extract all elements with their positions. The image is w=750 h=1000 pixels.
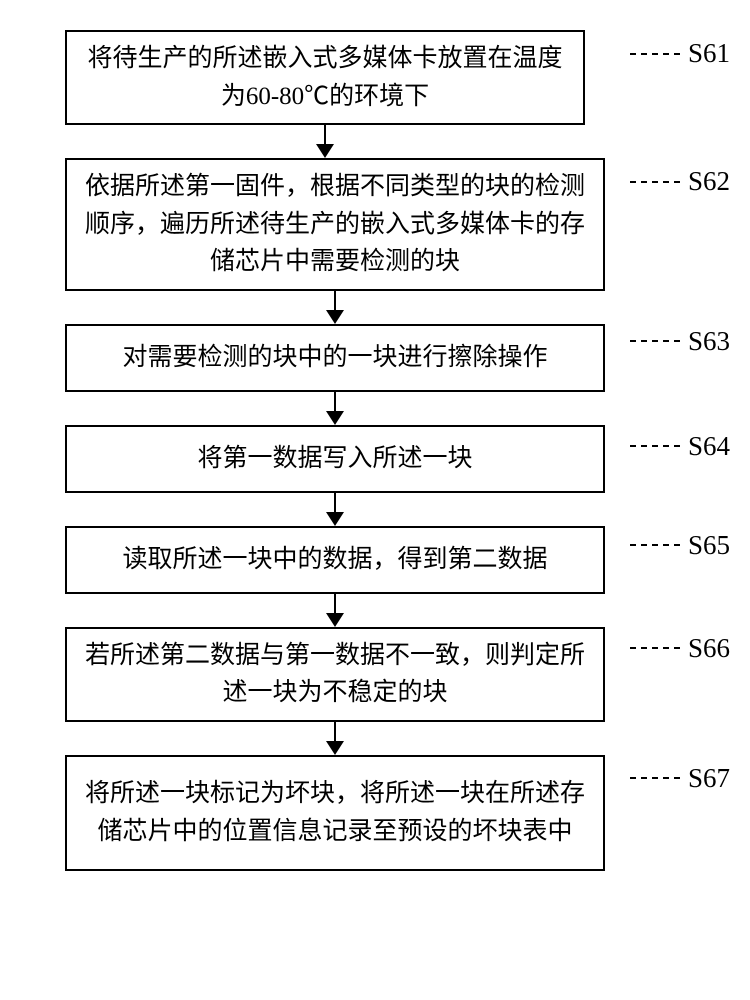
step-label-wrap-5: S65	[630, 530, 730, 561]
arrow-head-icon	[316, 144, 334, 158]
step-text-3: 对需要检测的块中的一块进行擦除操作	[122, 339, 547, 377]
arrow-6	[65, 722, 605, 755]
step-text-5: 读取所述一块中的数据，得到第二数据	[122, 541, 547, 579]
step-label-4: S64	[688, 431, 730, 462]
step-box-5: 读取所述一块中的数据，得到第二数据	[65, 526, 605, 594]
step-label-wrap-4: S64	[630, 431, 730, 462]
arrow-line-5	[334, 594, 336, 614]
step-label-1: S61	[688, 38, 730, 69]
connector-dash-1	[630, 53, 680, 55]
step-box-4: 将第一数据写入所述一块	[65, 425, 605, 493]
arrow-4	[65, 493, 605, 526]
arrow-line-1	[324, 125, 326, 145]
arrow-head-icon	[326, 512, 344, 526]
arrow-1	[65, 125, 585, 158]
step-label-wrap-2: S62	[630, 166, 730, 197]
arrow-head-icon	[326, 310, 344, 324]
connector-dash-5	[630, 544, 680, 546]
step-text-4: 将第一数据写入所述一块	[197, 440, 472, 478]
arrow-line-3	[334, 392, 336, 412]
connector-dash-2	[630, 181, 680, 183]
step-row-4: 将第一数据写入所述一块 S64	[20, 425, 730, 493]
arrow-line-6	[334, 722, 336, 742]
connector-dash-3	[630, 340, 680, 342]
flowchart-container: 将待生产的所述嵌入式多媒体卡放置在温度为60-80℃的环境下 S61 依据所述第一固…	[20, 30, 730, 871]
step-label-7: S67	[688, 763, 730, 794]
arrow-line-2	[334, 291, 336, 311]
arrow-line-4	[334, 493, 336, 513]
step-label-2: S62	[688, 166, 730, 197]
step-box-3: 对需要检测的块中的一块进行擦除操作	[65, 324, 605, 392]
step-label-5: S65	[688, 530, 730, 561]
step-box-1: 将待生产的所述嵌入式多媒体卡放置在温度为60-80℃的环境下	[65, 30, 585, 125]
step-box-2: 依据所述第一固件，根据不同类型的块的检测顺序，遍历所述待生产的嵌入式多媒体卡的存…	[65, 158, 605, 291]
step-text-2: 依据所述第一固件，根据不同类型的块的检测顺序，遍历所述待生产的嵌入式多媒体卡的存…	[81, 168, 589, 281]
step-label-wrap-1: S61	[630, 38, 730, 69]
arrow-head-icon	[326, 613, 344, 627]
step-text-6: 若所述第二数据与第一数据不一致，则判定所述一块为不稳定的块	[81, 637, 589, 712]
arrow-2	[65, 291, 605, 324]
arrow-head-icon	[326, 741, 344, 755]
step-label-wrap-6: S66	[630, 633, 730, 664]
step-label-6: S66	[688, 633, 730, 664]
connector-dash-4	[630, 445, 680, 447]
step-row-1: 将待生产的所述嵌入式多媒体卡放置在温度为60-80℃的环境下 S61	[20, 30, 730, 125]
connector-dash-6	[630, 647, 680, 649]
step-text-7: 将所述一块标记为坏块，将所述一块在所述存储芯片中的位置信息记录至预设的坏块表中	[81, 775, 589, 850]
step-row-7: 将所述一块标记为坏块，将所述一块在所述存储芯片中的位置信息记录至预设的坏块表中 S…	[20, 755, 730, 871]
step-label-wrap-3: S63	[630, 326, 730, 357]
step-text-1: 将待生产的所述嵌入式多媒体卡放置在温度为60-80℃的环境下	[81, 40, 569, 115]
step-label-wrap-7: S67	[630, 763, 730, 794]
step-row-5: 读取所述一块中的数据，得到第二数据 S65	[20, 526, 730, 594]
arrow-head-icon	[326, 411, 344, 425]
step-row-2: 依据所述第一固件，根据不同类型的块的检测顺序，遍历所述待生产的嵌入式多媒体卡的存…	[20, 158, 730, 291]
step-box-7: 将所述一块标记为坏块，将所述一块在所述存储芯片中的位置信息记录至预设的坏块表中	[65, 755, 605, 871]
arrow-5	[65, 594, 605, 627]
arrow-3	[65, 392, 605, 425]
step-box-6: 若所述第二数据与第一数据不一致，则判定所述一块为不稳定的块	[65, 627, 605, 722]
step-label-3: S63	[688, 326, 730, 357]
connector-dash-7	[630, 777, 680, 779]
step-row-3: 对需要检测的块中的一块进行擦除操作 S63	[20, 324, 730, 392]
step-row-6: 若所述第二数据与第一数据不一致，则判定所述一块为不稳定的块 S66	[20, 627, 730, 722]
